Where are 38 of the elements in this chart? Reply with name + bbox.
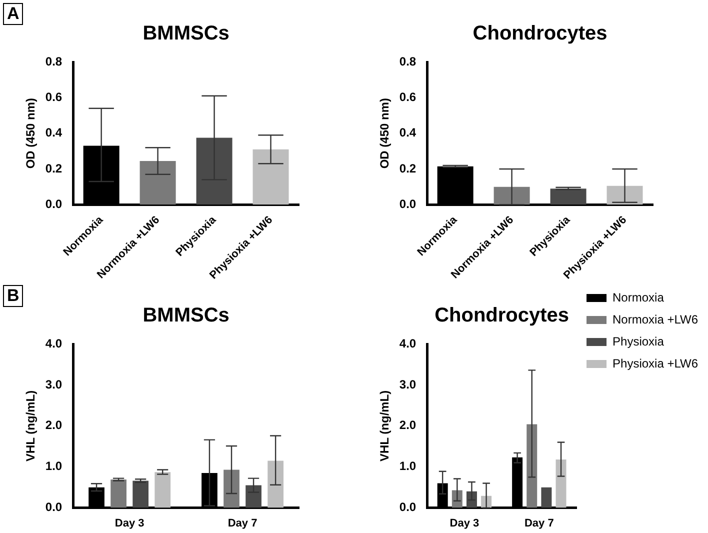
- chart-title: BMMSCs: [142, 304, 230, 327]
- y-tick-label: 2.0: [399, 418, 416, 432]
- legend-label: Physioxia +LW6: [612, 356, 698, 370]
- legend-label: Normoxia: [612, 290, 664, 304]
- y-tick-label: 0.6: [399, 90, 416, 104]
- y-tick-label: 0.8: [45, 54, 62, 68]
- chart-title: Chondrocytes: [434, 304, 570, 327]
- y-tick-label: 0.0: [45, 196, 62, 211]
- x-tick-label: Day 7: [228, 517, 258, 530]
- text: B: [3, 285, 24, 307]
- y-tick-label: 3.0: [45, 377, 62, 392]
- chart-title: Chondrocytes: [472, 22, 608, 45]
- y-tick-label: 0.8: [399, 54, 416, 68]
- y-tick-label: 4.0: [399, 336, 416, 350]
- x-tick-label: Day 3: [114, 517, 144, 530]
- x-tick-label: Day 3: [450, 517, 480, 530]
- x-tick-label: Day 7: [524, 517, 554, 530]
- y-tick-label: 4.0: [45, 336, 62, 350]
- y-axis-title: OD (450 nm): [378, 98, 392, 169]
- y-tick-label: 0.2: [399, 161, 416, 176]
- y-tick-label: 0.6: [45, 90, 62, 104]
- y-tick-label: 1.0: [399, 459, 416, 474]
- y-axis-title: OD (450 nm): [24, 98, 38, 169]
- y-tick-label: 0.0: [399, 196, 416, 211]
- y-tick-label: 1.0: [45, 459, 62, 474]
- y-tick-label: 0.0: [45, 500, 62, 514]
- y-axis-title: VHL (ng/mL): [378, 390, 392, 462]
- y-tick-label: 0.2: [45, 161, 62, 176]
- legend-label: Normoxia +LW6: [612, 312, 698, 326]
- y-tick-label: 2.0: [45, 418, 62, 432]
- legend-label: Physioxia: [612, 334, 664, 348]
- y-axis-title: VHL (ng/mL): [24, 390, 38, 462]
- chart-title: BMMSCs: [142, 22, 230, 45]
- text: A: [3, 3, 24, 25]
- y-tick-label: 0.4: [399, 126, 416, 140]
- y-tick-label: 0.0: [399, 500, 416, 514]
- y-tick-label: 0.4: [45, 126, 62, 140]
- y-tick-label: 3.0: [399, 377, 416, 392]
